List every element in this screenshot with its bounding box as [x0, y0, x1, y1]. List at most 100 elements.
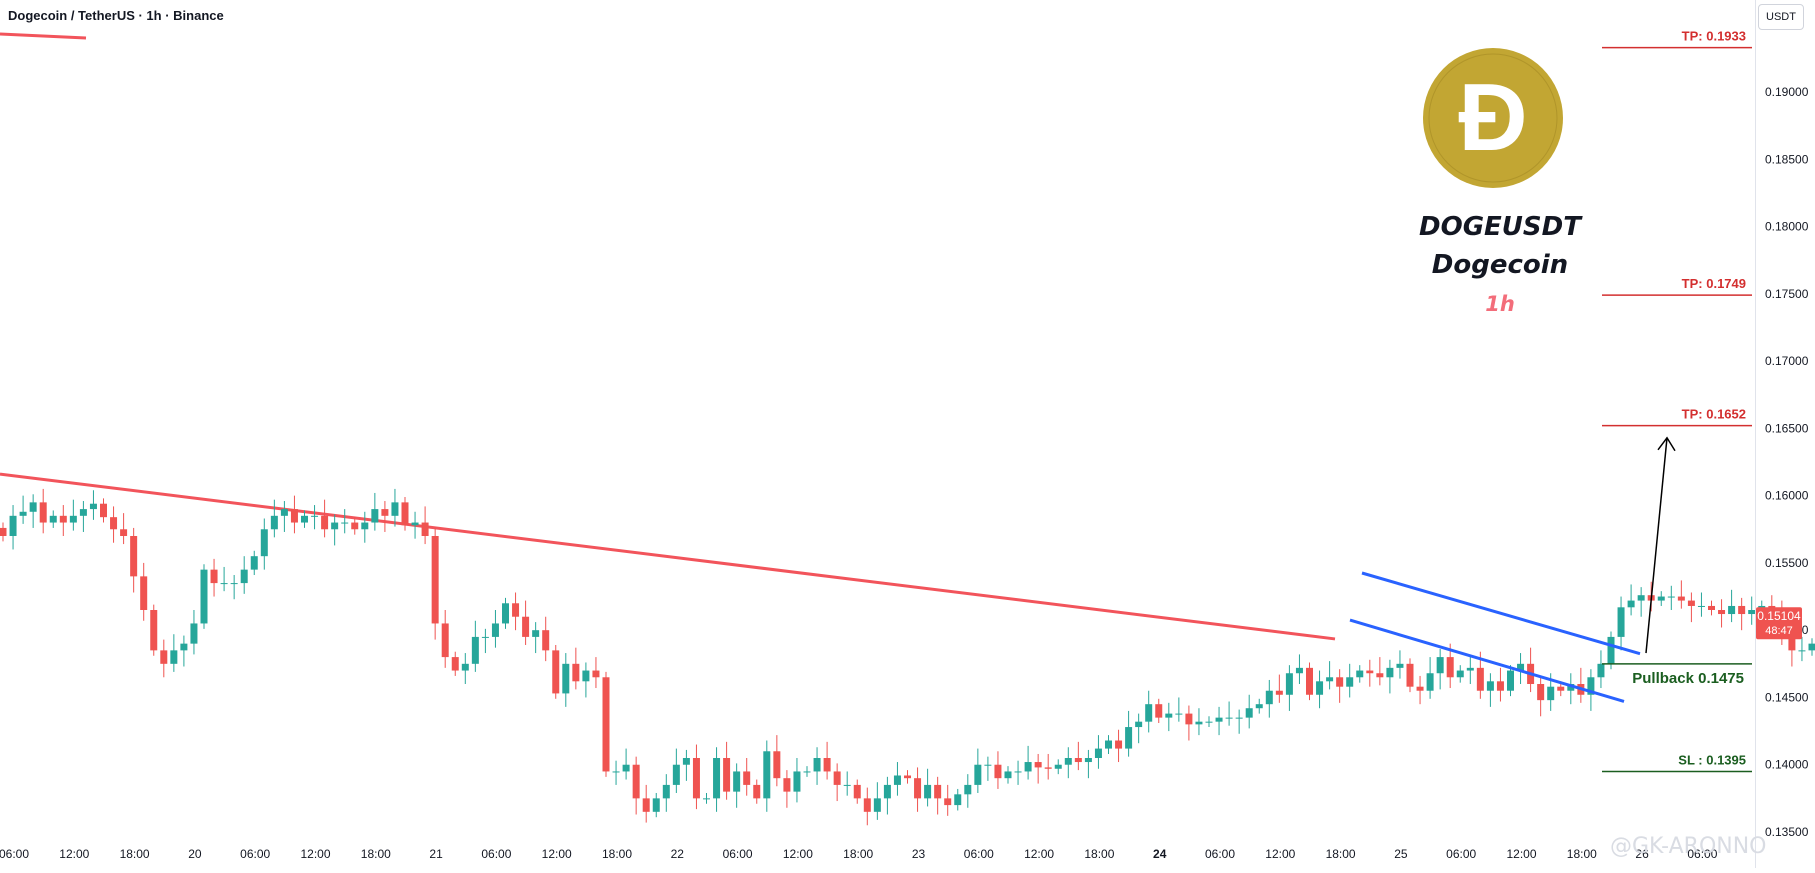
candle[interactable]	[723, 758, 730, 792]
candle[interactable]	[814, 758, 821, 771]
candle[interactable]	[150, 610, 157, 650]
candle[interactable]	[874, 798, 881, 811]
candle[interactable]	[793, 771, 800, 791]
candle[interactable]	[412, 523, 419, 526]
candle[interactable]	[201, 570, 208, 624]
candle[interactable]	[1246, 708, 1253, 717]
candle[interactable]	[713, 758, 720, 798]
candle[interactable]	[341, 523, 348, 524]
candle[interactable]	[1417, 687, 1424, 691]
candle[interactable]	[271, 516, 278, 529]
candle[interactable]	[824, 758, 831, 771]
candle[interactable]	[643, 798, 650, 811]
candle[interactable]	[1628, 601, 1635, 608]
candle[interactable]	[703, 798, 710, 799]
currency-button[interactable]: USDT	[1758, 4, 1804, 30]
candle[interactable]	[190, 623, 197, 643]
candle[interactable]	[1728, 606, 1735, 614]
candle[interactable]	[1216, 718, 1223, 722]
candle[interactable]	[381, 509, 388, 516]
candle[interactable]	[1085, 758, 1092, 762]
candle[interactable]	[281, 509, 288, 516]
candle[interactable]	[502, 603, 509, 623]
candle[interactable]	[1366, 671, 1373, 674]
candle[interactable]	[1145, 704, 1152, 721]
candle[interactable]	[180, 644, 187, 651]
candle[interactable]	[311, 516, 318, 517]
candle[interactable]	[1266, 691, 1273, 704]
candle[interactable]	[1376, 673, 1383, 677]
candle[interactable]	[984, 765, 991, 766]
candle[interactable]	[1798, 650, 1805, 651]
candle[interactable]	[462, 664, 469, 671]
candle[interactable]	[261, 529, 268, 556]
candle[interactable]	[1195, 722, 1202, 725]
candle[interactable]	[1809, 644, 1815, 651]
candle[interactable]	[753, 785, 760, 798]
candle[interactable]	[653, 798, 660, 811]
candle[interactable]	[20, 512, 27, 516]
candle[interactable]	[1326, 677, 1333, 681]
candle[interactable]	[432, 536, 439, 623]
candle[interactable]	[1477, 668, 1484, 691]
candle[interactable]	[321, 516, 328, 529]
candle[interactable]	[361, 523, 368, 530]
channel-upper-line[interactable]	[1362, 573, 1640, 654]
candle[interactable]	[633, 765, 640, 799]
candle[interactable]	[1025, 762, 1032, 771]
candle[interactable]	[1678, 597, 1685, 601]
candle[interactable]	[582, 671, 589, 682]
candle[interactable]	[170, 650, 177, 663]
candle[interactable]	[804, 771, 811, 772]
candle[interactable]	[964, 785, 971, 794]
candle[interactable]	[613, 771, 620, 772]
candle[interactable]	[10, 516, 17, 536]
prior-trendline-fragment[interactable]	[0, 34, 86, 38]
candle[interactable]	[1638, 595, 1645, 600]
candle[interactable]	[1437, 657, 1444, 673]
candle[interactable]	[1356, 671, 1363, 678]
candle[interactable]	[1286, 673, 1293, 695]
candle[interactable]	[914, 778, 921, 798]
candle[interactable]	[301, 516, 308, 523]
candle[interactable]	[1155, 704, 1162, 717]
candle[interactable]	[1135, 722, 1142, 727]
candle[interactable]	[562, 664, 569, 694]
candle[interactable]	[542, 630, 549, 650]
candle[interactable]	[70, 516, 77, 523]
candle[interactable]	[1256, 704, 1263, 708]
candle[interactable]	[1035, 762, 1042, 767]
candle[interactable]	[512, 603, 519, 616]
candle[interactable]	[522, 617, 529, 637]
candle[interactable]	[1206, 722, 1213, 723]
candle[interactable]	[1346, 677, 1353, 686]
candle[interactable]	[673, 765, 680, 785]
candle[interactable]	[773, 751, 780, 778]
candle[interactable]	[1597, 664, 1604, 677]
candle[interactable]	[603, 677, 610, 771]
candle[interactable]	[80, 509, 87, 516]
candle[interactable]	[1175, 714, 1182, 715]
candle[interactable]	[1467, 668, 1474, 671]
candle[interactable]	[492, 623, 499, 636]
candle[interactable]	[1236, 718, 1243, 719]
candle[interactable]	[442, 623, 449, 657]
candle[interactable]	[1306, 668, 1313, 695]
candle[interactable]	[391, 502, 398, 515]
candle[interactable]	[40, 502, 47, 522]
candle[interactable]	[572, 664, 579, 681]
candle[interactable]	[844, 785, 851, 786]
candle[interactable]	[763, 751, 770, 798]
candle[interactable]	[1396, 664, 1403, 668]
candle[interactable]	[241, 570, 248, 583]
candle[interactable]	[291, 509, 298, 522]
candle[interactable]	[904, 775, 911, 778]
candle[interactable]	[1708, 606, 1715, 610]
candle[interactable]	[1688, 601, 1695, 606]
candle[interactable]	[452, 657, 459, 670]
candle[interactable]	[30, 502, 37, 511]
candle[interactable]	[221, 583, 228, 584]
candle[interactable]	[783, 778, 790, 791]
candle[interactable]	[1537, 684, 1544, 700]
